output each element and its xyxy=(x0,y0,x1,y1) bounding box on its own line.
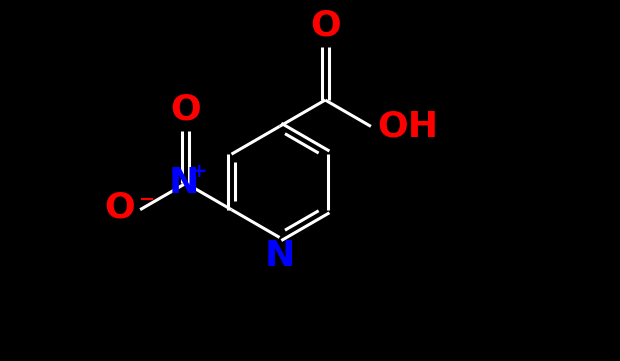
Text: O: O xyxy=(310,9,340,43)
Text: O: O xyxy=(170,92,201,126)
Text: +: + xyxy=(191,162,208,181)
Text: N: N xyxy=(264,239,294,273)
Text: OH: OH xyxy=(378,109,438,143)
Text: −: − xyxy=(139,190,156,208)
Text: O: O xyxy=(104,191,135,225)
Text: N: N xyxy=(169,166,199,200)
